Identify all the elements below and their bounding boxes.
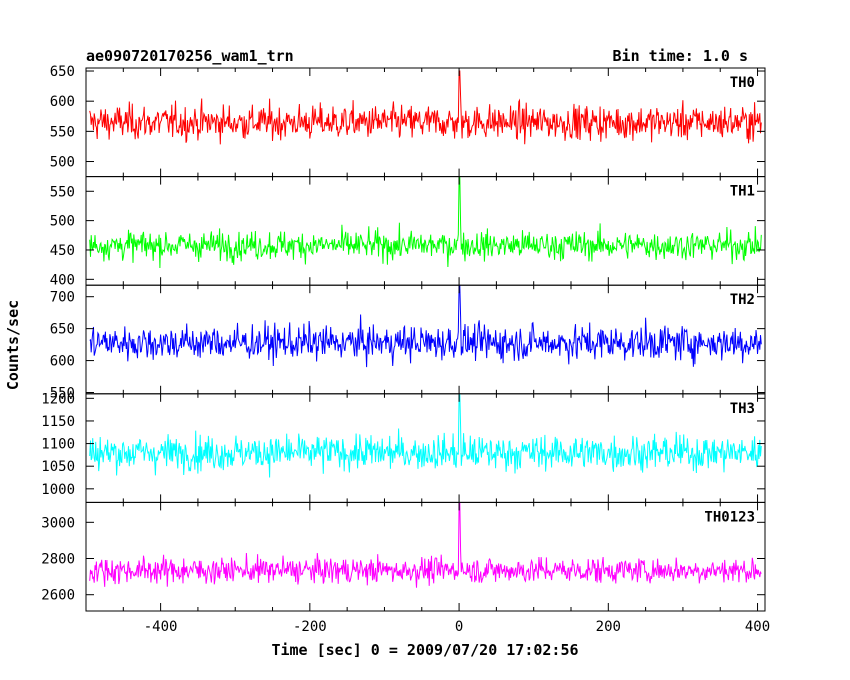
series-line-th2 — [89, 285, 762, 368]
x-tick-label: 0 — [455, 619, 463, 635]
x-tick-label: -400 — [144, 619, 178, 635]
series-line-th3 — [89, 393, 762, 478]
y-tick-label: 550 — [50, 124, 75, 140]
bin-time-label: Bin time: 1.0 s — [613, 47, 748, 65]
y-axis-label: Counts/sec — [4, 300, 22, 390]
y-tick-label: 3000 — [41, 515, 75, 531]
panel-label-th2: TH2 — [730, 292, 755, 308]
x-tick-label: 200 — [596, 619, 621, 635]
y-tick-label: 1050 — [41, 459, 75, 475]
series-line-th0 — [89, 70, 762, 145]
y-tick-label: 650 — [50, 64, 75, 80]
x-tick-label: -200 — [293, 619, 327, 635]
y-tick-label: 2600 — [41, 588, 75, 604]
panel-frame-th1 — [85, 176, 766, 286]
y-tick-label: 2800 — [41, 552, 75, 568]
y-tick-label: 1200 — [41, 391, 75, 407]
y-tick-label: 1150 — [41, 414, 75, 430]
y-tick-label: 550 — [50, 184, 75, 200]
x-axis-label: Time [sec] 0 = 2009/07/20 17:02:56 — [271, 641, 578, 659]
panel-frame-th0123 — [85, 501, 766, 612]
y-tick-label: 1000 — [41, 482, 75, 498]
y-tick-label: 600 — [50, 354, 75, 370]
y-tick-label: 650 — [50, 322, 75, 338]
panel-label-th0: TH0 — [730, 75, 755, 91]
panel-label-th1: TH1 — [730, 184, 755, 200]
chart-title: ae090720170256_wam1_trn — [86, 47, 294, 65]
x-tick-label: 400 — [745, 619, 770, 635]
y-tick-label: 500 — [50, 214, 75, 230]
y-tick-label: 700 — [50, 290, 75, 306]
y-tick-label: 550 — [50, 386, 75, 402]
panels-group: TH0 500 550 600 650 TH1 400 450 500 550 TH2 550 600 6… — [41, 64, 770, 635]
y-tick-label: 400 — [50, 272, 75, 288]
y-tick-label: 450 — [50, 243, 75, 259]
y-tick-label: 600 — [50, 94, 75, 110]
series-line-th1 — [89, 176, 762, 269]
panel-label-th0123: TH0123 — [704, 509, 755, 525]
y-tick-label: 500 — [50, 155, 75, 171]
panel-label-th3: TH3 — [730, 401, 755, 417]
y-tick-label: 1100 — [41, 437, 75, 453]
series-line-th0123 — [89, 502, 762, 588]
